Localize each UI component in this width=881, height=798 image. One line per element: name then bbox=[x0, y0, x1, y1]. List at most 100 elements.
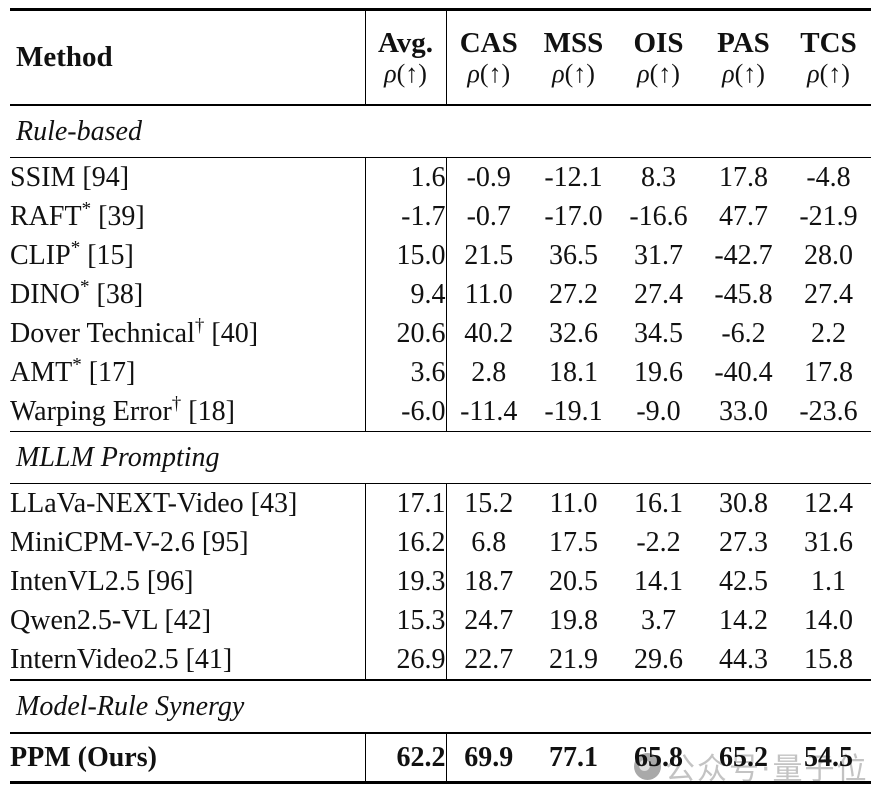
section-title: Model-Rule Synergy bbox=[10, 679, 871, 734]
table-row: RAFT* [39] -1.7 -0.7 -17.0 -16.6 47.7 -21.9 bbox=[10, 197, 871, 236]
value-cell: 27.2 bbox=[549, 278, 598, 310]
value-cell: 11.0 bbox=[549, 487, 598, 519]
value-cell: -9.0 bbox=[636, 395, 681, 427]
value-cell: 32.6 bbox=[549, 317, 598, 349]
method-name: DINO* [38] bbox=[10, 276, 144, 310]
value-cell: 65.8 bbox=[634, 741, 683, 773]
section-header-row: Rule-based bbox=[10, 104, 871, 158]
column-header-ois: OIS ρ(↑) bbox=[616, 9, 701, 106]
value-cell: 17.1 bbox=[364, 483, 446, 523]
metric-name: Avg. bbox=[377, 26, 434, 59]
metric-name: PAS bbox=[717, 26, 770, 59]
section-header-row: MLLM Prompting bbox=[10, 431, 871, 484]
value-cell: 77.1 bbox=[549, 741, 598, 773]
value-cell: -6.0 bbox=[364, 392, 446, 432]
value-cell: -12.1 bbox=[544, 161, 603, 193]
value-cell: 17.5 bbox=[549, 526, 598, 558]
value-cell: 21.5 bbox=[445, 236, 531, 275]
value-cell: 69.9 bbox=[445, 733, 531, 783]
value-cell: 27.3 bbox=[719, 526, 768, 558]
method-name: PPM (Ours) bbox=[10, 741, 157, 773]
metric-name: MSS bbox=[543, 26, 604, 59]
value-cell: 2.2 bbox=[811, 317, 846, 349]
value-cell: 54.5 bbox=[804, 741, 853, 773]
column-header-cas: CAS ρ(↑) bbox=[445, 9, 531, 106]
value-cell: -21.9 bbox=[799, 200, 858, 232]
value-cell: 15.2 bbox=[445, 483, 531, 523]
value-cell: 19.6 bbox=[634, 356, 683, 388]
value-cell: 16.2 bbox=[364, 523, 446, 562]
value-cell: 9.4 bbox=[364, 275, 446, 314]
method-name: RAFT* [39] bbox=[10, 198, 145, 232]
value-cell: 22.7 bbox=[445, 640, 531, 680]
value-cell: 15.3 bbox=[364, 601, 446, 640]
section-title: MLLM Prompting bbox=[10, 431, 871, 484]
table-row: SSIM [94] 1.6 -0.9 -12.1 8.3 17.8 -4.8 bbox=[10, 157, 871, 197]
value-cell: 6.8 bbox=[445, 523, 531, 562]
value-cell: -19.1 bbox=[544, 395, 603, 427]
table-row: PPM (Ours) 62.2 69.9 77.1 65.8 65.2 54.5 bbox=[10, 733, 871, 783]
table-row: MiniCPM-V-2.6 [95] 16.2 6.8 17.5 -2.2 27.3 31.… bbox=[10, 523, 871, 562]
metric-rho-label: ρ(↑) bbox=[637, 58, 680, 88]
metric-rho-label: ρ(↑) bbox=[384, 58, 427, 88]
method-name: IntenVL2.5 [96] bbox=[10, 565, 194, 597]
value-cell: 47.7 bbox=[719, 200, 768, 232]
value-cell: 27.4 bbox=[804, 278, 853, 310]
metric-rho-label: ρ(↑) bbox=[467, 58, 511, 88]
value-cell: 20.6 bbox=[364, 314, 446, 353]
table-row: InternVideo2.5 [41] 26.9 22.7 21.9 29.6 44.3 1… bbox=[10, 640, 871, 680]
value-cell: 42.5 bbox=[719, 565, 768, 597]
value-cell: 15.0 bbox=[364, 236, 446, 275]
value-cell: 18.1 bbox=[549, 356, 598, 388]
method-superscript: † bbox=[171, 393, 182, 415]
method-name: InternVideo2.5 [41] bbox=[10, 643, 233, 675]
value-cell: -0.7 bbox=[445, 197, 531, 236]
section-header-row: Model-Rule Synergy bbox=[10, 679, 871, 734]
metric-rho-label: ρ(↑) bbox=[807, 58, 850, 88]
value-cell: 19.8 bbox=[549, 604, 598, 636]
table-row: Dover Technical† [40] 20.6 40.2 32.6 34.5 -6.… bbox=[10, 314, 871, 353]
value-cell: 8.3 bbox=[641, 161, 676, 193]
value-cell: 15.8 bbox=[804, 643, 853, 675]
column-header-avg: Avg. ρ(↑) bbox=[364, 9, 446, 106]
value-cell: 20.5 bbox=[549, 565, 598, 597]
method-name: LLaVa-NEXT-Video [43] bbox=[10, 487, 298, 519]
metric-rho-label: ρ(↑) bbox=[552, 58, 595, 88]
method-name: Qwen2.5-VL [42] bbox=[10, 604, 212, 636]
watermark-logo-icon bbox=[634, 752, 661, 780]
metric-name: TCS bbox=[800, 26, 857, 59]
value-cell: 2.8 bbox=[445, 353, 531, 392]
method-header-label: Method bbox=[16, 41, 113, 73]
value-cell: 16.1 bbox=[634, 487, 683, 519]
value-cell: 31.6 bbox=[804, 526, 853, 558]
value-cell: 18.7 bbox=[445, 562, 531, 601]
value-cell: 44.3 bbox=[719, 643, 768, 675]
value-cell: 17.8 bbox=[804, 356, 853, 388]
value-cell: 12.4 bbox=[804, 487, 853, 519]
value-cell: 3.6 bbox=[364, 353, 446, 392]
value-cell: 17.8 bbox=[719, 161, 768, 193]
value-cell: -17.0 bbox=[544, 200, 603, 232]
value-cell: 14.0 bbox=[804, 604, 853, 636]
value-cell: -45.8 bbox=[714, 278, 773, 310]
value-cell: -0.9 bbox=[445, 157, 531, 197]
value-cell: 62.2 bbox=[364, 733, 446, 783]
value-cell: 36.5 bbox=[549, 239, 598, 271]
method-superscript: * bbox=[70, 237, 81, 259]
table-row: AMT* [17] 3.6 2.8 18.1 19.6 -40.4 17.8 bbox=[10, 353, 871, 392]
column-header-method: Method bbox=[10, 9, 365, 106]
method-superscript: * bbox=[72, 354, 82, 376]
value-cell: -23.6 bbox=[799, 395, 858, 427]
value-cell: 1.6 bbox=[364, 157, 446, 197]
value-cell: 3.7 bbox=[641, 604, 676, 636]
value-cell: -6.2 bbox=[721, 317, 766, 349]
value-cell: 14.2 bbox=[719, 604, 768, 636]
table-header: Method Avg. ρ(↑) CAS ρ(↑) MSS ρ(↑) OIS ρ(↑) PAS ρ… bbox=[10, 9, 871, 106]
value-cell: 28.0 bbox=[804, 239, 853, 271]
method-name: AMT* [17] bbox=[10, 354, 136, 388]
method-name: SSIM [94] bbox=[10, 161, 130, 193]
metric-rho-label: ρ(↑) bbox=[722, 58, 765, 88]
value-cell: 1.1 bbox=[811, 565, 846, 597]
value-cell: 19.3 bbox=[364, 562, 446, 601]
